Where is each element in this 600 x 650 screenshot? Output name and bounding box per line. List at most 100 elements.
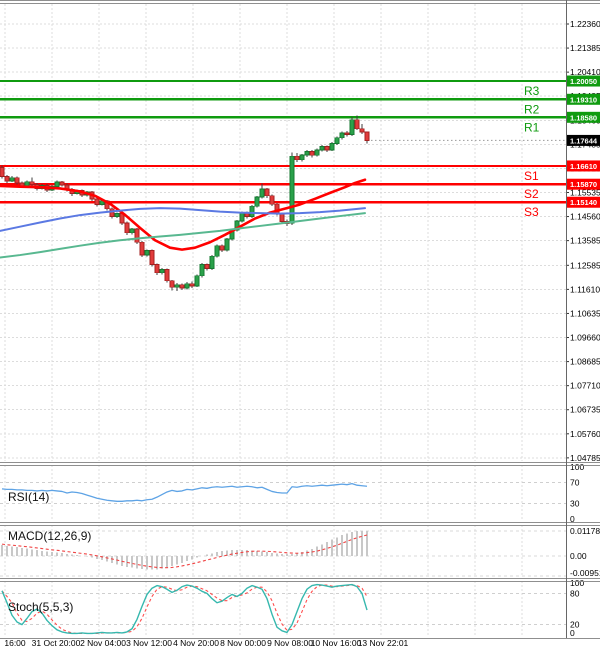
stoch-d-line bbox=[1, 584, 368, 634]
candlestick bbox=[234, 220, 240, 231]
candlestick bbox=[114, 213, 120, 217]
panel-separator bbox=[0, 465, 600, 466]
price-badge-label: 1.16610 bbox=[570, 162, 597, 171]
ma-blue-line bbox=[0, 207, 366, 232]
candlestick bbox=[259, 188, 265, 198]
price-badge bbox=[567, 196, 600, 208]
price-tick-label: 1.08685 bbox=[570, 357, 600, 367]
candlestick bbox=[139, 241, 145, 256]
price-tick-label: 1.20410 bbox=[570, 67, 600, 77]
time-axis-label: 16:00 bbox=[4, 638, 26, 648]
candlestick bbox=[154, 264, 160, 274]
price-tick-label: 1.04785 bbox=[570, 453, 600, 463]
panel-separator bbox=[0, 578, 600, 579]
rsi-axis-label: 0 bbox=[570, 514, 575, 524]
price-tick-label: 1.05760 bbox=[570, 429, 600, 439]
stoch-axis-label: 0 bbox=[570, 628, 575, 638]
candlestick bbox=[309, 150, 315, 156]
candlestick bbox=[219, 245, 225, 251]
candlestick bbox=[329, 143, 335, 151]
time-axis-label: 9 Nov 08:00 bbox=[267, 638, 313, 648]
rsi-axis-label: 100 bbox=[570, 462, 584, 472]
candlestick bbox=[144, 250, 150, 256]
candlestick bbox=[134, 228, 140, 243]
panel-separator bbox=[0, 522, 600, 523]
price-tick-label: 1.22360 bbox=[570, 19, 600, 29]
candlestick bbox=[349, 119, 355, 135]
panel-separator bbox=[0, 3, 600, 4]
panel-separator bbox=[0, 581, 600, 582]
macd-axis-label: -0.009512 bbox=[570, 568, 600, 578]
candlestick bbox=[249, 205, 255, 217]
candlestick bbox=[159, 268, 165, 274]
candlestick bbox=[324, 146, 330, 151]
price-badge bbox=[567, 178, 600, 190]
candlestick bbox=[9, 177, 15, 182]
candlestick bbox=[269, 195, 275, 205]
stoch-axis-label: 80 bbox=[570, 588, 580, 598]
candlestick bbox=[24, 181, 30, 187]
candlestick bbox=[124, 222, 130, 234]
candlestick bbox=[0, 167, 5, 177]
price-tick-label: 1.10635 bbox=[570, 308, 600, 318]
price-badge bbox=[567, 134, 600, 146]
price-badge bbox=[567, 93, 600, 105]
time-axis-label: 3 Nov 12:00 bbox=[126, 638, 172, 648]
resistance-label: R3 bbox=[524, 84, 540, 98]
rsi-axis-label: 30 bbox=[570, 498, 580, 508]
candlestick bbox=[164, 268, 170, 282]
candlestick bbox=[54, 181, 60, 187]
macd-axis-label: 0.011785 bbox=[570, 526, 600, 536]
price-badge-label: 1.15140 bbox=[570, 198, 597, 207]
price-badge-label: 1.19310 bbox=[570, 95, 597, 104]
candlestick bbox=[179, 284, 185, 289]
panel-separator bbox=[0, 0, 600, 1]
candlestick bbox=[364, 131, 370, 141]
price-badge-label: 1.20050 bbox=[570, 77, 597, 86]
ma-green-line bbox=[0, 212, 366, 259]
panel-separator bbox=[0, 638, 600, 639]
price-tick-label: 1.15535 bbox=[570, 187, 600, 197]
candlestick bbox=[189, 283, 195, 287]
time-axis-label: 2 Nov 04:00 bbox=[80, 638, 126, 648]
candlestick bbox=[199, 264, 205, 277]
candlestick bbox=[209, 255, 215, 269]
support-label: S2 bbox=[524, 187, 539, 201]
price-tick-label: 1.21385 bbox=[570, 43, 600, 53]
candlestick bbox=[239, 212, 245, 222]
candlestick bbox=[204, 264, 210, 269]
panel-separator bbox=[0, 462, 600, 463]
price-tick-label: 1.06735 bbox=[570, 405, 600, 415]
stoch-axis-label: 20 bbox=[570, 620, 580, 630]
candlestick bbox=[169, 280, 175, 288]
price-badge-label: 1.15870 bbox=[570, 180, 597, 189]
time-axis-label: 31 Oct 20:00 bbox=[32, 638, 81, 648]
candlestick bbox=[294, 155, 300, 161]
candlestick bbox=[279, 213, 285, 222]
candlestick bbox=[59, 181, 65, 186]
support-label: S3 bbox=[524, 205, 539, 219]
resistance-label: R2 bbox=[524, 102, 540, 116]
price-tick-label: 1.09660 bbox=[570, 333, 600, 343]
candlestick bbox=[304, 150, 310, 156]
candlestick bbox=[264, 188, 270, 197]
price-tick-label: 1.11610 bbox=[570, 284, 600, 294]
price-badge-label: 1.18580 bbox=[570, 113, 597, 122]
time-axis-label: 10 Nov 16:00 bbox=[311, 638, 362, 648]
candlestick bbox=[344, 132, 350, 135]
price-tick-label: 1.14560 bbox=[570, 212, 600, 222]
candlestick bbox=[94, 198, 100, 205]
candlestick bbox=[129, 228, 135, 234]
time-axis-label: 13 Nov 22:01 bbox=[358, 638, 409, 648]
candlestick bbox=[359, 128, 365, 133]
candlestick bbox=[354, 119, 360, 130]
candlestick bbox=[4, 176, 10, 182]
candlestick bbox=[29, 181, 35, 185]
candlestick bbox=[184, 283, 190, 289]
price-tick-label: 1.07710 bbox=[570, 381, 600, 391]
price-tick-label: 1.12585 bbox=[570, 260, 600, 270]
stoch-axis-label: 100 bbox=[570, 578, 584, 588]
price-badge bbox=[567, 111, 600, 123]
